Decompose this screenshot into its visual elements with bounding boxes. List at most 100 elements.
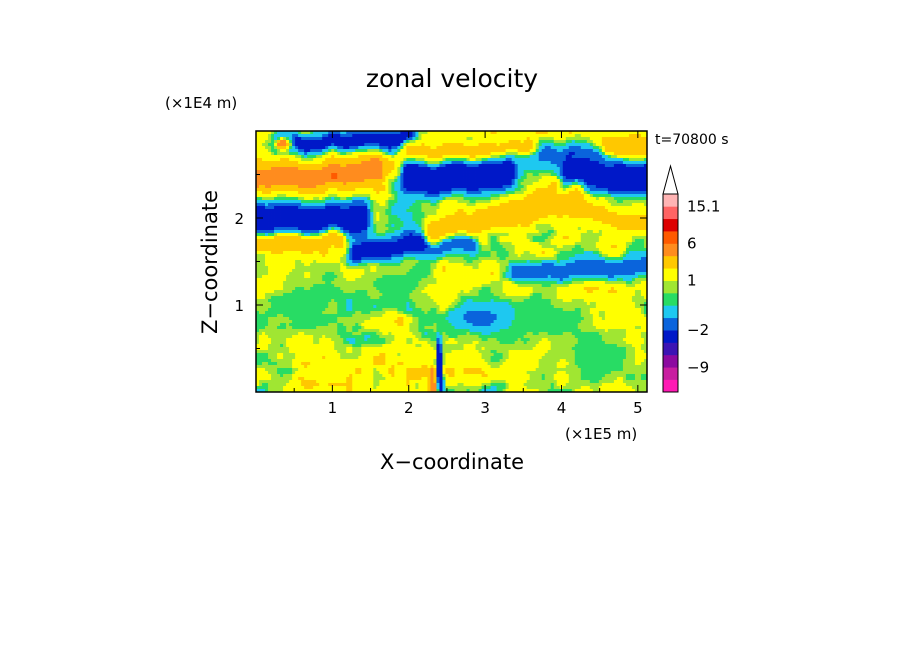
heatmap-cell — [424, 131, 428, 135]
heatmap-cell — [526, 146, 531, 150]
heatmap-cell — [379, 215, 383, 219]
heatmap-cell — [643, 185, 648, 189]
heatmap-cell — [310, 167, 314, 171]
heatmap-cell — [313, 197, 317, 201]
heatmap-cell — [511, 185, 516, 189]
heatmap-cell — [349, 134, 353, 138]
heatmap-cell — [358, 152, 362, 156]
heatmap-cell — [364, 209, 368, 213]
heatmap-cell — [268, 206, 272, 210]
heatmap-cell — [577, 134, 582, 138]
heatmap-cell — [361, 137, 365, 141]
heatmap-cell — [604, 206, 609, 210]
heatmap-cell — [637, 182, 642, 186]
heatmap-cell — [463, 164, 467, 168]
heatmap-cell — [544, 137, 549, 141]
heatmap-cell — [595, 152, 600, 156]
heatmap-cell — [583, 209, 588, 213]
heatmap-cell — [460, 215, 464, 219]
heatmap-cell — [478, 164, 482, 168]
heatmap-cell — [502, 164, 507, 168]
heatmap-cell — [340, 167, 344, 171]
heatmap-cell — [583, 167, 588, 171]
heatmap-cell — [562, 239, 567, 243]
heatmap-cell — [490, 212, 495, 216]
heatmap-cell — [613, 140, 618, 144]
heatmap-cell — [382, 182, 386, 186]
heatmap-cell — [625, 200, 630, 204]
heatmap-cell — [412, 233, 416, 237]
heatmap-cell — [538, 173, 543, 177]
heatmap-cell — [472, 188, 476, 192]
heatmap-cell — [349, 191, 353, 195]
heatmap-cell — [631, 143, 636, 147]
heatmap-cell — [544, 215, 549, 219]
heatmap-cell — [529, 140, 534, 144]
heatmap-cell — [265, 140, 269, 144]
heatmap-cell — [517, 143, 522, 147]
heatmap-cell — [331, 227, 335, 231]
heatmap-cell — [346, 161, 350, 165]
heatmap-cell — [322, 134, 326, 138]
heatmap-cell — [592, 173, 597, 177]
heatmap-cell — [574, 227, 579, 231]
heatmap-cell — [283, 200, 287, 204]
heatmap-cell — [508, 197, 513, 201]
heatmap-cell — [535, 152, 540, 156]
heatmap-cell — [532, 140, 537, 144]
heatmap-cell — [337, 146, 341, 150]
heatmap-cell — [466, 215, 470, 219]
heatmap-cell — [364, 176, 368, 180]
heatmap-cell — [379, 152, 383, 156]
heatmap-cell — [526, 152, 531, 156]
heatmap-cell — [367, 137, 371, 141]
heatmap-cell — [490, 164, 495, 168]
heatmap-cell — [370, 188, 374, 192]
heatmap-cell — [460, 146, 464, 150]
heatmap-cell — [421, 200, 425, 204]
heatmap-cell — [535, 206, 540, 210]
heatmap-cell — [448, 131, 452, 135]
heatmap-cell — [316, 242, 320, 246]
heatmap-cell — [505, 188, 510, 192]
heatmap-cell — [292, 176, 296, 180]
heatmap-cell — [475, 161, 479, 165]
heatmap-cell — [274, 146, 278, 150]
heatmap-cell — [529, 230, 534, 234]
heatmap-cell — [349, 185, 353, 189]
heatmap-cell — [373, 245, 377, 249]
heatmap-cell — [586, 164, 591, 168]
heatmap-cell — [316, 188, 320, 192]
heatmap-cell — [526, 242, 531, 246]
heatmap-cell — [295, 170, 299, 174]
heatmap-cell — [472, 233, 476, 237]
heatmap-cell — [607, 233, 612, 237]
heatmap-cell — [427, 170, 431, 174]
heatmap-cell — [481, 155, 485, 159]
heatmap-cell — [460, 149, 464, 153]
heatmap-cell — [313, 221, 317, 225]
heatmap-cell — [343, 179, 347, 183]
heatmap-cell — [547, 209, 552, 213]
heatmap-cell — [481, 167, 485, 171]
heatmap-cell — [313, 194, 317, 198]
heatmap-cell — [262, 206, 266, 210]
heatmap-cell — [262, 242, 266, 246]
heatmap-cell — [325, 200, 329, 204]
heatmap-cell — [637, 191, 642, 195]
heatmap-cell — [289, 143, 293, 147]
heatmap-cell — [403, 155, 407, 159]
heatmap-cell — [562, 134, 567, 138]
heatmap-cell — [556, 155, 561, 159]
heatmap-cell — [508, 233, 513, 237]
heatmap-cell — [319, 197, 323, 201]
heatmap-cell — [520, 137, 525, 141]
heatmap-cell — [607, 158, 612, 162]
heatmap-cell — [358, 227, 362, 231]
heatmap-cell — [571, 185, 576, 189]
heatmap-cell — [580, 218, 585, 222]
heatmap-cell — [475, 200, 479, 204]
heatmap-cell — [526, 149, 531, 153]
heatmap-cell — [469, 182, 473, 186]
heatmap-cell — [391, 146, 395, 150]
